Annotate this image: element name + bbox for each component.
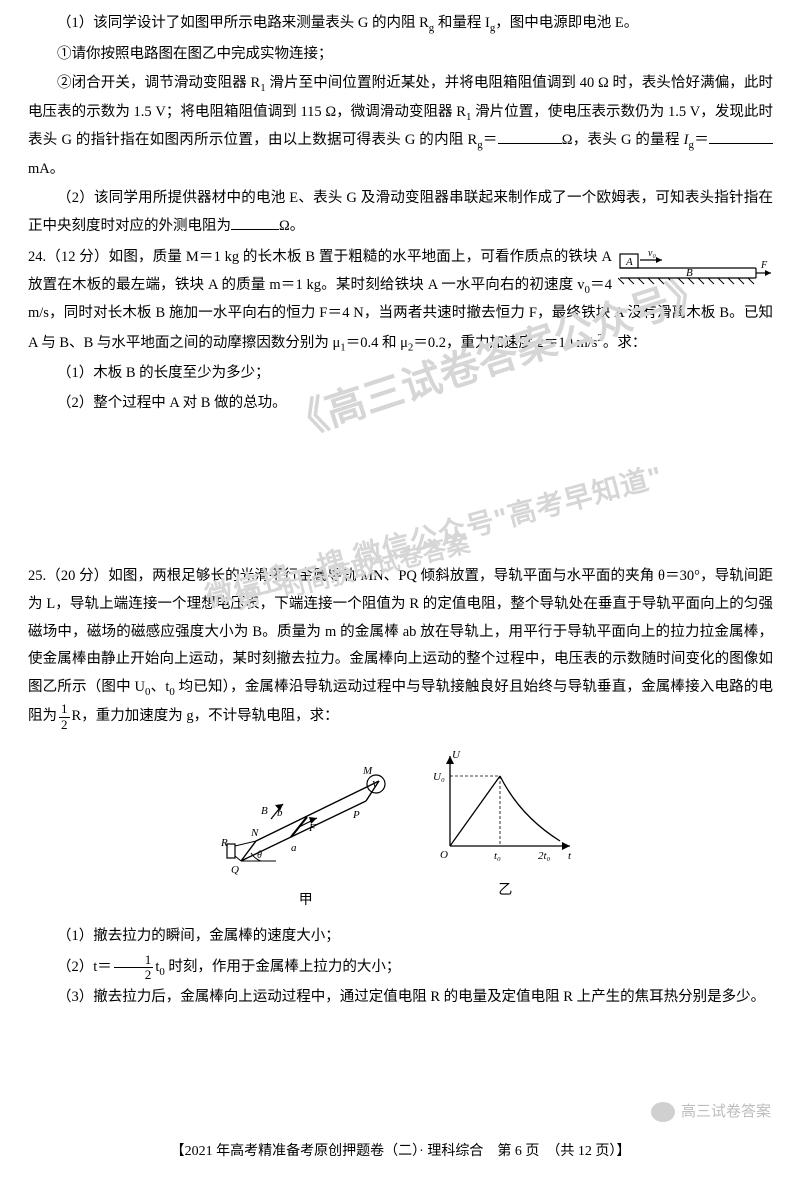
wechat-text: 高三试卷答案 xyxy=(681,1098,771,1127)
q24-p1a: 如图，质量 M＝1 kg 的长木板 B 置于粗糙的水平地面上，可看作质点的铁块 … xyxy=(28,249,612,293)
q25-fig1: a b B F V M P N Q R xyxy=(221,746,391,915)
page-footer: 【2021 年高考精准备考原创押题卷（二）· 理科综合 第 6 页 （共 12 … xyxy=(0,1139,801,1166)
q25-p1d: R，重力加速度为 g，不计导轨电阻，求： xyxy=(72,708,339,724)
wechat-tag: 高三试卷答案 xyxy=(651,1098,771,1127)
q25-figures: a b B F V M P N Q R xyxy=(28,746,773,915)
fig-v0: v₀ xyxy=(648,248,656,259)
fig2-caption: 乙 xyxy=(430,878,580,905)
frac-half-r: 12 xyxy=(59,702,70,732)
fig1-N: N xyxy=(250,827,259,839)
q25-p2: （1）撤去拉力的瞬间，金属棒的速度大小； xyxy=(28,923,773,951)
q23-p3e-unit: Ω，表头 G 的量程 I xyxy=(562,132,689,148)
q25-p3c: 时刻，作用于金属棒上拉力的大小； xyxy=(165,959,401,975)
q23-p3d: ＝ xyxy=(483,132,498,148)
fig-A: A xyxy=(625,256,633,268)
fig2-O: O xyxy=(440,849,448,861)
fig1-B: B xyxy=(261,805,268,817)
frac-half-t: 12 xyxy=(114,953,154,983)
q23-p4: （2）该同学用所提供器材中的电池 E、表头 G 及滑动变阻器串联起来制作成了一个… xyxy=(28,185,773,240)
q24-figure: A v₀ B F xyxy=(618,248,773,299)
fig1-P: P xyxy=(352,809,360,821)
fig1-R: R xyxy=(221,837,228,849)
q25: 25.（20 分）如图，两根足够长的光滑平行金属导轨 MN、PQ 倾斜放置，导轨… xyxy=(28,563,773,1011)
q24-p1c: ＝0.4 和 μ xyxy=(346,335,408,351)
q23-p2: ①请你按照电路图在图乙中完成实物连接； xyxy=(28,41,773,69)
q23-p1c: ，图中电源即电池 E。 xyxy=(495,15,638,31)
fig2-U: U xyxy=(452,749,461,761)
spacer xyxy=(28,419,773,559)
wechat-icon xyxy=(651,1102,675,1122)
q25-p3: （2）t＝12t0 时刻，作用于金属棒上拉力的大小； xyxy=(28,953,773,983)
fig1-theta: θ xyxy=(257,850,262,861)
fig2-2t0: 2t₀ xyxy=(538,850,551,862)
fig2-t: t xyxy=(568,850,572,862)
q23-p3g: mA。 xyxy=(28,161,64,177)
q24-p1e: 。求： xyxy=(603,335,647,351)
q25-p4: （3）撤去拉力后，金属棒向上运动过程中，通过定值电阻 R 的电量及定值电阻 R … xyxy=(28,984,773,1012)
q23-p1: （1）该同学设计了如图甲所示电路来测量表头 G 的内阻 Rg 和量程 Ig，图中… xyxy=(28,10,773,39)
fig2-U0: U₀ xyxy=(433,771,445,783)
q24-p1d: ＝0.2，重力加速度 g＝10 m/s xyxy=(413,335,597,351)
q24-p2: （1）木板 B 的长度至少为多少； xyxy=(28,360,773,388)
q25-pts: （20 分） xyxy=(46,568,108,584)
q23-p3: ②闭合开关，调节滑动变阻器 R1 滑片至中间位置附近某处，并将电阻箱阻值调到 4… xyxy=(28,70,773,183)
fig2-t0: t₀ xyxy=(494,850,501,862)
fig-B: B xyxy=(686,267,693,279)
fig1-F: F xyxy=(308,822,316,834)
q24: A v₀ B F xyxy=(28,244,773,417)
q25-num: 25. xyxy=(28,568,46,584)
q23-p1b: 和量程 I xyxy=(434,15,490,31)
fig1-a: a xyxy=(291,842,297,854)
q25-p1a: 如图，两根足够长的光滑平行金属导轨 MN、PQ 倾斜放置，导轨平面与水平面的夹角… xyxy=(28,568,773,694)
fig1-Q: Q xyxy=(231,864,239,876)
q23-p4a: （2）该同学用所提供器材中的电池 E、表头 G 及滑动变阻器串联起来制作成了一个… xyxy=(28,190,773,234)
fig1-M: M xyxy=(362,765,373,777)
q25-p3a: （2）t＝ xyxy=(57,959,112,975)
q25-p1b: 、t xyxy=(150,679,169,695)
q24-num: 24. xyxy=(28,249,46,265)
fig1-caption: 甲 xyxy=(221,888,391,915)
q24-pts: （12 分） xyxy=(46,249,109,265)
page-content: 《高三试卷答案公众号》 微信搜一搜 微信公众号"高考早知道" 第一时间获取试卷答… xyxy=(28,10,773,1012)
fig-F: F xyxy=(760,260,768,271)
q24-p3: （2）整个过程中 A 对 B 做的总功。 xyxy=(28,390,773,418)
q23-p1-text: （1）该同学设计了如图甲所示电路来测量表头 G 的内阻 R xyxy=(57,15,429,31)
q23-p3f: ＝ xyxy=(694,132,709,148)
q25-p1: 25.（20 分）如图，两根足够长的光滑平行金属导轨 MN、PQ 倾斜放置，导轨… xyxy=(28,563,773,731)
blank-rg xyxy=(498,130,562,145)
q25-fig2: U U₀ O t₀ 2t₀ t 乙 xyxy=(430,746,580,905)
q23-p4b: Ω。 xyxy=(279,218,304,234)
blank-ig xyxy=(709,130,773,145)
q23-p3a: ②闭合开关，调节滑动变阻器 R xyxy=(57,75,260,91)
blank-ext xyxy=(231,215,279,230)
